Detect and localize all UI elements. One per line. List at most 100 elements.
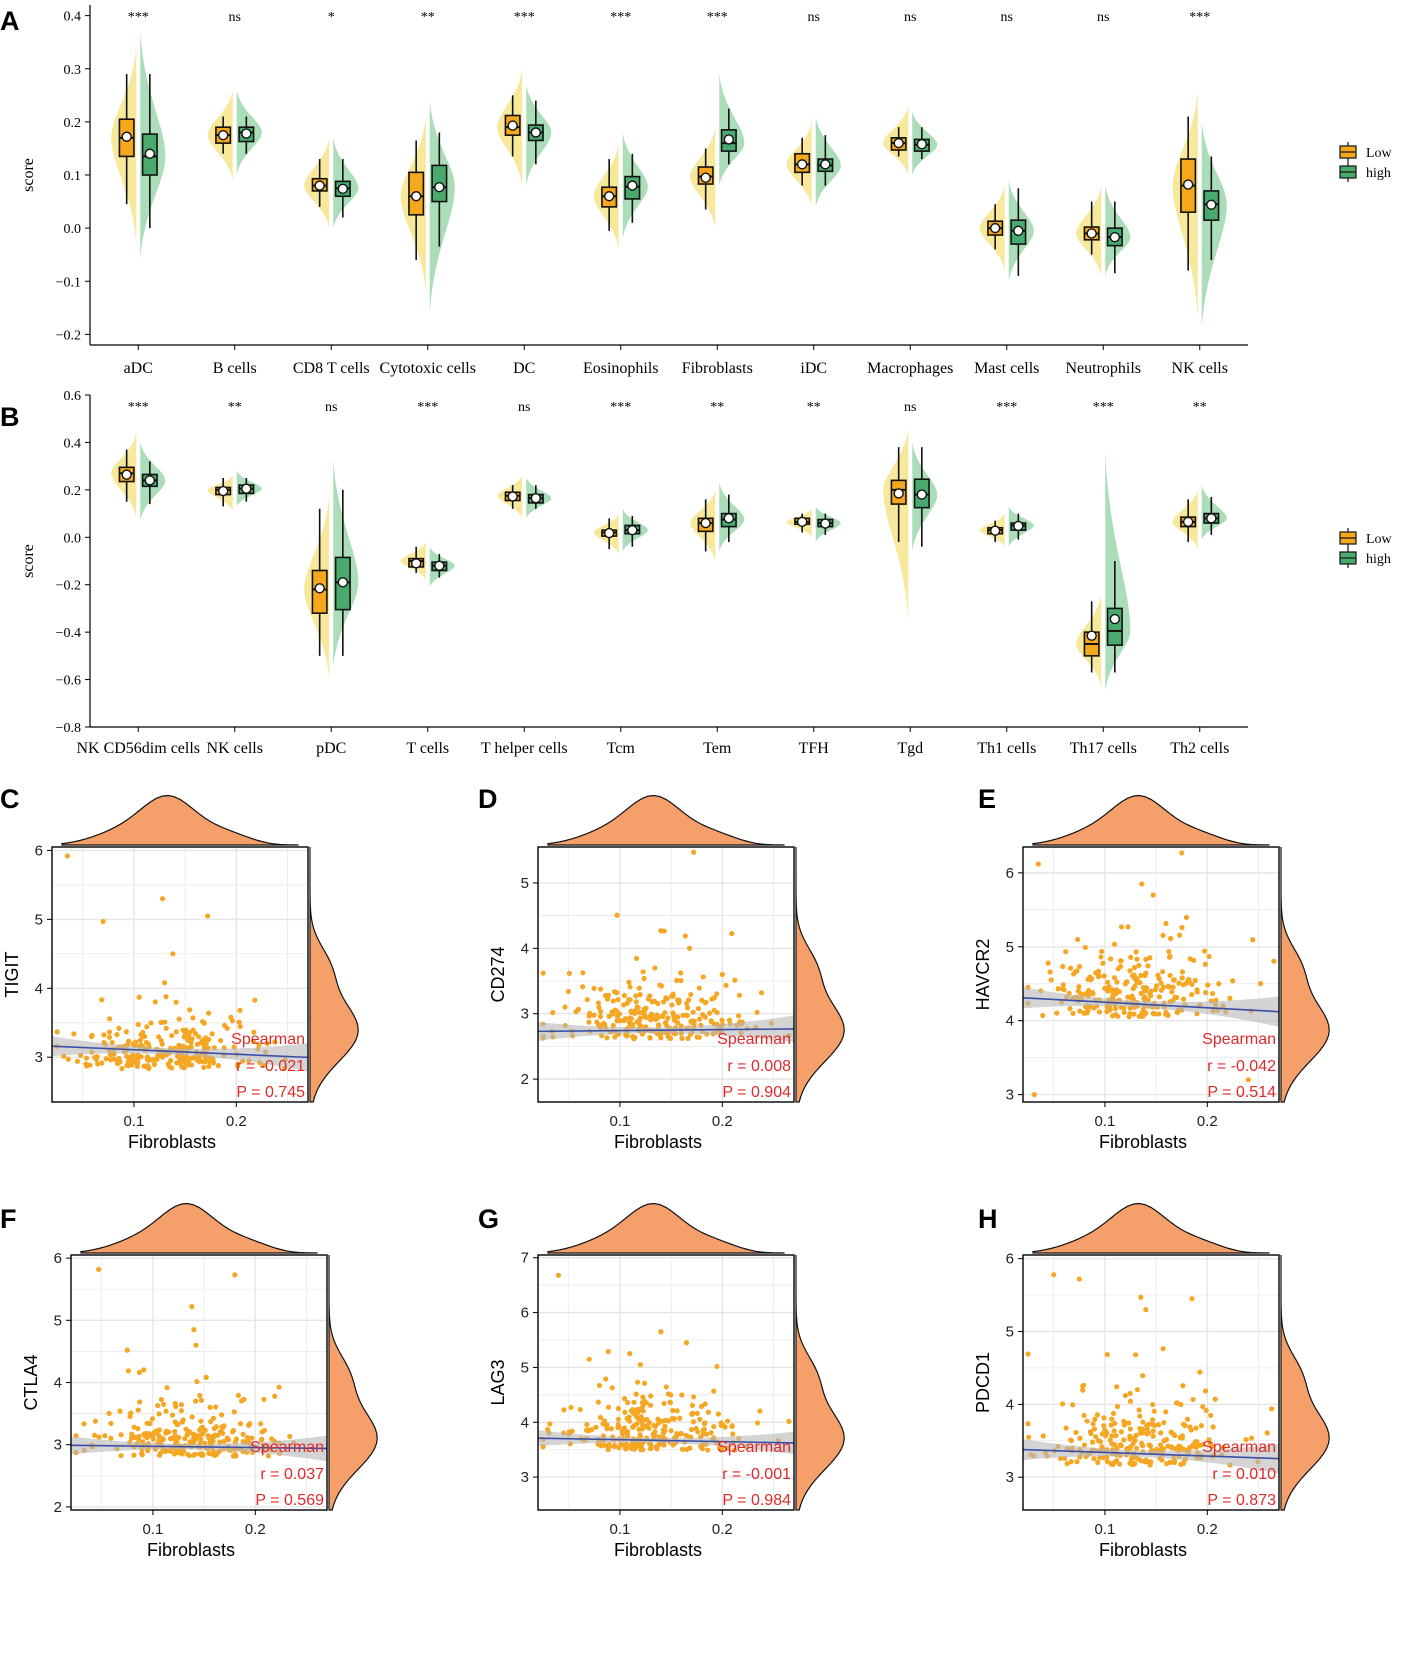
data-point — [584, 1422, 590, 1428]
data-point — [1127, 1390, 1133, 1397]
y-tick-label: 5 — [54, 1312, 62, 1329]
x-tick-label: B cells — [213, 360, 257, 377]
marginal-density-y — [328, 1255, 378, 1511]
data-point — [687, 1445, 693, 1451]
data-point — [1174, 1009, 1180, 1015]
data-point — [240, 1431, 246, 1437]
data-point — [685, 1035, 691, 1041]
significance-label: ns — [1097, 10, 1109, 25]
data-point — [632, 1445, 638, 1451]
data-point — [194, 1041, 201, 1048]
mean-point — [1182, 179, 1194, 190]
y-tick-label: 0.6 — [64, 389, 82, 404]
data-point — [190, 1015, 196, 1021]
significance-label: *** — [514, 10, 535, 25]
data-point — [1081, 1412, 1087, 1419]
data-point — [693, 1425, 699, 1432]
data-point — [596, 1004, 602, 1010]
data-point — [1140, 984, 1147, 991]
data-point — [96, 1266, 102, 1272]
data-point — [171, 1451, 178, 1457]
data-point — [1082, 944, 1088, 951]
data-point — [705, 1409, 712, 1415]
x-tick-label: 0.2 — [226, 1113, 247, 1130]
data-point — [169, 1412, 176, 1418]
data-point — [669, 1002, 675, 1008]
data-point — [1112, 1441, 1118, 1448]
data-point — [618, 1441, 624, 1447]
data-point — [1167, 1459, 1173, 1465]
data-point — [696, 1034, 702, 1040]
data-point — [106, 1029, 113, 1035]
data-point — [1197, 1369, 1203, 1375]
data-point — [1116, 1461, 1123, 1467]
data-point — [1076, 963, 1083, 970]
mean-point — [1109, 613, 1121, 625]
y-tick-label: −0.4 — [56, 626, 81, 641]
legend-label-high: high — [1366, 552, 1391, 567]
mean-point — [796, 516, 808, 528]
data-point — [135, 1021, 141, 1028]
data-point — [1104, 1458, 1111, 1465]
data-point — [238, 1398, 245, 1404]
data-point — [1108, 956, 1114, 962]
data-point — [640, 969, 646, 975]
data-point — [99, 1060, 105, 1066]
data-point — [258, 1421, 264, 1427]
data-point — [1140, 1419, 1146, 1425]
plot-frame — [1022, 846, 1280, 1103]
data-point — [597, 1008, 604, 1015]
stat-r: r = -0.042 — [1207, 1058, 1276, 1075]
data-point — [1143, 970, 1149, 976]
data-point — [1133, 1352, 1139, 1358]
x-tick-label: 0.1 — [1094, 1521, 1115, 1538]
data-point — [144, 1435, 150, 1441]
data-point — [691, 1394, 697, 1400]
data-point — [628, 1023, 635, 1029]
data-point — [1180, 996, 1187, 1002]
data-point — [633, 999, 639, 1005]
data-point — [1139, 1010, 1145, 1016]
data-point — [1093, 970, 1099, 976]
data-point — [1156, 1011, 1162, 1017]
data-point — [1184, 1416, 1191, 1422]
data-point — [565, 988, 572, 995]
data-point — [1101, 1423, 1107, 1429]
data-point — [690, 1009, 696, 1015]
data-point — [1220, 1444, 1227, 1451]
data-point — [716, 1445, 723, 1451]
data-point — [635, 1416, 641, 1422]
data-point — [100, 918, 106, 925]
data-point — [144, 1056, 151, 1062]
data-point — [665, 1034, 671, 1040]
data-point — [1131, 965, 1138, 971]
data-point — [141, 1063, 147, 1069]
data-point — [1098, 954, 1104, 960]
data-point — [602, 1421, 609, 1427]
data-point — [1131, 1011, 1137, 1017]
marginal-density-x — [547, 1202, 785, 1254]
mean-point — [241, 483, 252, 494]
data-point — [1130, 985, 1136, 992]
data-point — [577, 1406, 583, 1413]
data-point — [1161, 1420, 1167, 1426]
data-point — [1060, 963, 1066, 970]
data-point — [1159, 1457, 1165, 1463]
x-tick-label: 0.1 — [142, 1521, 163, 1538]
data-point — [1112, 1420, 1118, 1426]
x-tick-label: NK cells — [1172, 360, 1228, 377]
data-point — [160, 1401, 167, 1407]
data-point — [631, 1399, 637, 1405]
data-point — [1128, 954, 1134, 960]
data-point — [129, 1431, 135, 1437]
data-point — [1104, 979, 1111, 985]
data-point — [655, 1015, 661, 1021]
data-point — [580, 970, 586, 976]
data-point — [176, 1434, 182, 1441]
data-point — [1127, 968, 1133, 974]
data-point — [1144, 1431, 1150, 1437]
mean-point — [410, 558, 422, 569]
data-point — [637, 1015, 643, 1021]
y-tick-label: 0.2 — [64, 116, 82, 131]
x-tick-label: T helper cells — [481, 740, 568, 757]
